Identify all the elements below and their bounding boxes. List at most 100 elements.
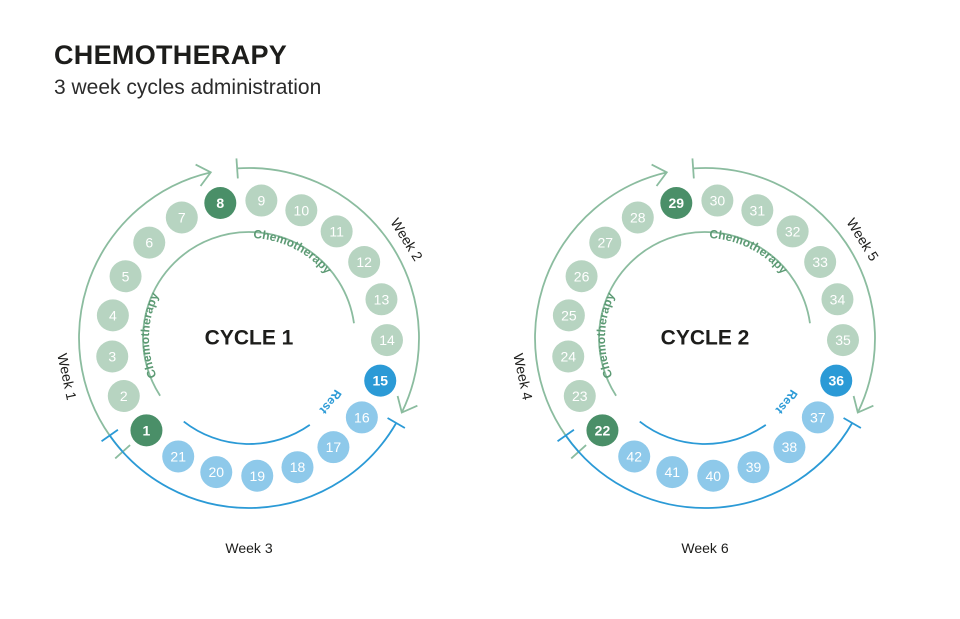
day-number: 9	[257, 193, 265, 209]
day-number: 27	[597, 235, 613, 251]
week-arc-end-cap	[557, 429, 575, 442]
day-25-marker: 25	[552, 299, 585, 332]
day-number: 23	[572, 388, 588, 404]
day-number: 18	[290, 459, 306, 475]
day-circle	[697, 459, 730, 492]
day-number: 7	[178, 209, 186, 225]
day-number: 41	[664, 464, 680, 480]
day-number: 42	[626, 448, 642, 464]
day-number: 38	[782, 439, 798, 455]
day-circle	[165, 201, 198, 234]
day-circle	[241, 459, 274, 492]
day-18-marker: 18	[281, 451, 314, 484]
day-circle	[826, 324, 859, 357]
day-number: 8	[216, 195, 224, 211]
day-number: 12	[356, 254, 372, 270]
day-circle	[320, 215, 353, 248]
day-number: 25	[561, 307, 577, 323]
day-number: 36	[828, 373, 844, 389]
day-circle	[737, 451, 770, 484]
day-11-marker: 11	[320, 215, 353, 248]
day-16-marker: 16	[345, 401, 378, 434]
day-33-marker: 33	[804, 245, 837, 278]
week-arc	[78, 171, 211, 453]
day-circle	[660, 187, 693, 220]
day-circle	[773, 431, 806, 464]
day-number: 37	[810, 409, 826, 425]
day-circle	[589, 226, 622, 259]
day-number: 1	[143, 422, 151, 438]
day-23-marker: 23	[563, 380, 596, 413]
day-circle	[348, 245, 381, 278]
week-arc	[534, 171, 667, 453]
day-circle	[801, 401, 834, 434]
day-26-marker: 26	[565, 260, 598, 293]
day-22-marker: 22	[586, 414, 619, 447]
week-label: Week 5	[843, 215, 882, 264]
week-arc	[109, 422, 397, 509]
week-arc-arrow-icon	[195, 163, 213, 187]
day-circle	[130, 414, 163, 447]
chemotherapy-label: Chemotherapy	[138, 290, 162, 380]
day-circle	[804, 245, 837, 278]
day-12-marker: 12	[348, 245, 381, 278]
week-arc	[565, 422, 853, 509]
week-label: Week 4	[510, 352, 536, 402]
day-number: 24	[560, 349, 576, 365]
cycle-title: CYCLE 1	[205, 327, 294, 350]
day-24-marker: 24	[552, 340, 585, 373]
day-3-marker: 3	[96, 340, 129, 373]
day-circle	[618, 440, 651, 473]
day-number: 16	[354, 409, 370, 425]
week-arc-arrow-icon	[852, 395, 874, 414]
week-arc-arrow-icon	[396, 395, 418, 414]
day-circle	[245, 184, 278, 217]
chemotherapy-inner-arc	[142, 231, 355, 397]
day-circle	[107, 380, 140, 413]
day-28-marker: 28	[621, 201, 654, 234]
rest-label: Rest	[317, 387, 344, 417]
day-circle	[364, 364, 397, 397]
day-40-marker: 40	[697, 459, 730, 492]
day-number: 3	[108, 349, 116, 365]
week-3-bracket: Week 3	[101, 417, 406, 556]
day-10-marker: 10	[285, 194, 318, 227]
day-30-marker: 30	[701, 184, 734, 217]
day-circle	[345, 401, 378, 434]
day-number: 10	[294, 202, 310, 218]
week-arc-start-cap	[691, 158, 695, 179]
rest-inner-arc	[183, 420, 311, 445]
day-number: 30	[710, 193, 726, 209]
day-circle	[821, 283, 854, 316]
week-label: Week 6	[681, 540, 728, 556]
day-number: 28	[630, 209, 646, 225]
day-number: 13	[374, 291, 390, 307]
day-number: 21	[170, 448, 186, 464]
day-number: 17	[326, 439, 342, 455]
day-5-marker: 5	[109, 260, 142, 293]
day-36-marker: 36	[820, 364, 853, 397]
day-41-marker: 41	[656, 456, 689, 489]
day-number: 33	[812, 254, 828, 270]
day-number: 34	[830, 291, 846, 307]
week-label: Week 2	[387, 215, 426, 264]
day-38-marker: 38	[773, 431, 806, 464]
day-circle	[552, 299, 585, 332]
day-number: 4	[109, 307, 117, 323]
day-circle	[133, 226, 166, 259]
day-number: 14	[379, 332, 395, 348]
day-circle	[281, 451, 314, 484]
day-9-marker: 9	[245, 184, 278, 217]
day-circle	[317, 431, 350, 464]
day-number: 29	[669, 195, 685, 211]
day-6-marker: 6	[133, 226, 166, 259]
day-20-marker: 20	[200, 456, 233, 489]
page-subtitle: 3 week cycles administration	[54, 76, 322, 99]
day-number: 6	[145, 235, 153, 251]
day-7-marker: 7	[165, 201, 198, 234]
day-number: 35	[835, 332, 851, 348]
day-circle	[552, 340, 585, 373]
